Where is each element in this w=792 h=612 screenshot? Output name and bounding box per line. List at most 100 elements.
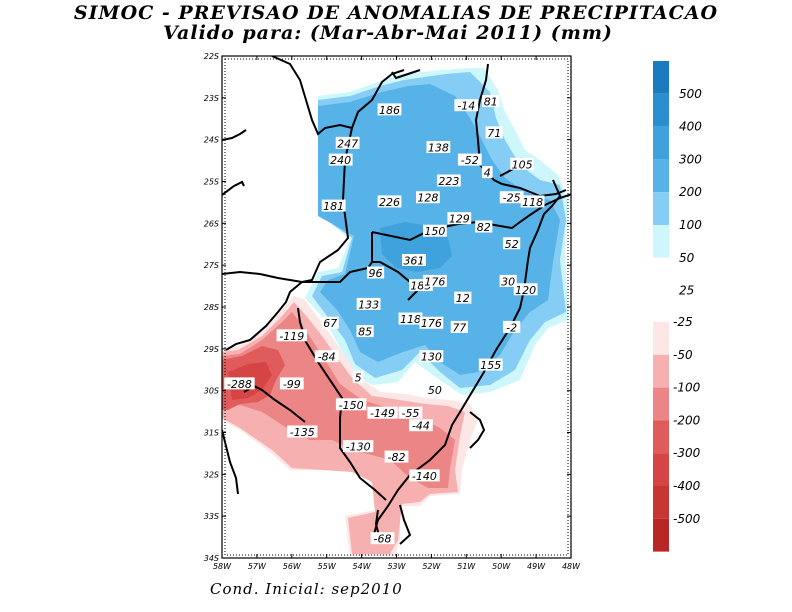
value-label-background xyxy=(454,291,472,304)
anomaly-value-label: 138 xyxy=(428,142,449,155)
legend-label: 200 xyxy=(679,185,702,199)
initial-condition-note: Cond. Inicial: sep2010 xyxy=(210,580,403,598)
longitude-tick-label: 52W xyxy=(422,562,441,571)
legend-swatch-positive xyxy=(653,93,669,127)
value-label-background xyxy=(335,398,367,411)
value-label-background xyxy=(447,212,472,225)
legend-swatch-negative xyxy=(653,486,669,519)
value-label-background xyxy=(513,283,538,296)
legend-label: -50 xyxy=(673,348,693,362)
legend-label: -400 xyxy=(673,479,701,493)
anomaly-value-label: -2 xyxy=(506,321,517,334)
value-label-background xyxy=(426,383,444,396)
anomaly-value-label: 155 xyxy=(480,359,501,372)
legend-label: 100 xyxy=(679,218,702,232)
value-label-background xyxy=(450,320,468,333)
anomaly-value-label: 82 xyxy=(477,221,491,234)
anomaly-value-label: -150 xyxy=(339,399,364,412)
legend-swatch-negative xyxy=(653,322,669,355)
legend-swatch-positive xyxy=(653,192,669,225)
value-label-background xyxy=(321,316,339,329)
legend-swatch-positive xyxy=(653,159,669,193)
longitude-tick-label: 48W xyxy=(562,562,581,571)
longitude-tick-label: 50W xyxy=(492,562,511,571)
longitude-tick-label: 55W xyxy=(318,562,337,571)
value-label-background xyxy=(457,153,482,166)
value-label-background xyxy=(328,153,353,166)
value-label-background xyxy=(276,329,307,342)
longitude-tick-label: 53W xyxy=(387,562,406,571)
legend-label: 500 xyxy=(679,87,702,101)
value-label-background xyxy=(503,320,521,333)
anomaly-value-label: -149 xyxy=(370,407,395,420)
anomaly-value-label: 105 xyxy=(512,158,533,171)
anomaly-value-label: -44 xyxy=(412,420,430,433)
value-label-background xyxy=(499,274,517,287)
anomaly-value-label: 50 xyxy=(428,384,442,397)
value-label-background xyxy=(398,312,423,325)
anomaly-value-label: 52 xyxy=(505,238,519,251)
anomaly-value-label: 129 xyxy=(449,213,470,226)
latitude-tick-label: 22S xyxy=(204,52,219,61)
map-title: SIMOC - PREVISAO DE ANOMALIAS DE PRECIPI… xyxy=(73,2,719,24)
value-label-background xyxy=(356,325,374,338)
legend-label: 400 xyxy=(679,120,702,134)
value-label-background xyxy=(279,377,304,390)
value-label-background xyxy=(422,224,447,237)
longitude-tick-label: 56W xyxy=(283,562,302,571)
legend-label: -300 xyxy=(673,446,701,460)
value-label-background xyxy=(398,406,423,419)
anomaly-value-label: 247 xyxy=(337,137,358,150)
anomaly-value-label: 5 xyxy=(355,372,362,385)
anomaly-value-label: -55 xyxy=(401,407,419,420)
anomaly-value-label: -288 xyxy=(227,378,252,391)
latitude-tick-label: 26S xyxy=(204,219,219,228)
value-label-background xyxy=(287,425,318,438)
latitude-tick-label: 25S xyxy=(204,178,219,187)
value-label-background xyxy=(409,419,433,432)
anomaly-value-label: 176 xyxy=(421,317,442,330)
anomaly-value-label: -14 xyxy=(457,100,475,113)
value-label-background xyxy=(402,253,426,266)
anomaly-value-label: -135 xyxy=(290,426,315,439)
value-label-background xyxy=(499,191,524,204)
value-label-background xyxy=(520,195,545,208)
legend-swatch-positive xyxy=(653,225,669,258)
anomaly-value-label: -68 xyxy=(374,533,392,546)
value-label-background xyxy=(321,199,346,212)
value-label-background xyxy=(436,174,461,187)
legend-swatch-positive xyxy=(653,126,669,160)
anomaly-value-label: 226 xyxy=(379,196,400,209)
latitude-tick-label: 32S xyxy=(204,470,219,479)
longitude-tick-label: 51W xyxy=(457,562,476,571)
anomaly-value-label: 120 xyxy=(515,284,536,297)
legend-swatch-negative xyxy=(653,420,669,454)
longitude-tick-label: 57W xyxy=(248,562,267,571)
anomaly-value-label: 118 xyxy=(522,196,543,209)
anomaly-value-label: 85 xyxy=(358,326,372,339)
anomaly-value-label: 186 xyxy=(379,104,400,117)
anomaly-value-label: 150 xyxy=(424,225,445,238)
value-label-background xyxy=(426,141,451,154)
anomaly-value-label: 176 xyxy=(424,275,445,288)
anomaly-value-label: 181 xyxy=(323,200,344,213)
value-label-background xyxy=(503,237,521,250)
longitude-tick-label: 58W xyxy=(213,562,232,571)
legend-label: -100 xyxy=(673,381,701,395)
anomaly-value-label: 128 xyxy=(417,192,438,205)
latitude-axis: 22S 23S 24S 25S 26S 27S 28S 29S 30S 31S 32S 33S 34S xyxy=(204,52,571,563)
anomaly-value-label: -140 xyxy=(412,470,437,483)
anomaly-value-label: 81 xyxy=(484,96,498,109)
latitude-tick-label: 27S xyxy=(204,261,219,270)
anomaly-value-label: -25 xyxy=(503,192,521,205)
anomaly-value-label: 133 xyxy=(358,298,379,311)
value-label-background xyxy=(356,297,381,310)
anomaly-value-label: -130 xyxy=(346,441,371,454)
value-label-background xyxy=(482,95,500,108)
value-label-background xyxy=(510,157,535,170)
anomaly-value-label: 130 xyxy=(421,351,442,364)
legend-label: 300 xyxy=(679,152,702,166)
value-label-background xyxy=(409,469,440,482)
anomaly-value-label: -119 xyxy=(279,330,304,343)
